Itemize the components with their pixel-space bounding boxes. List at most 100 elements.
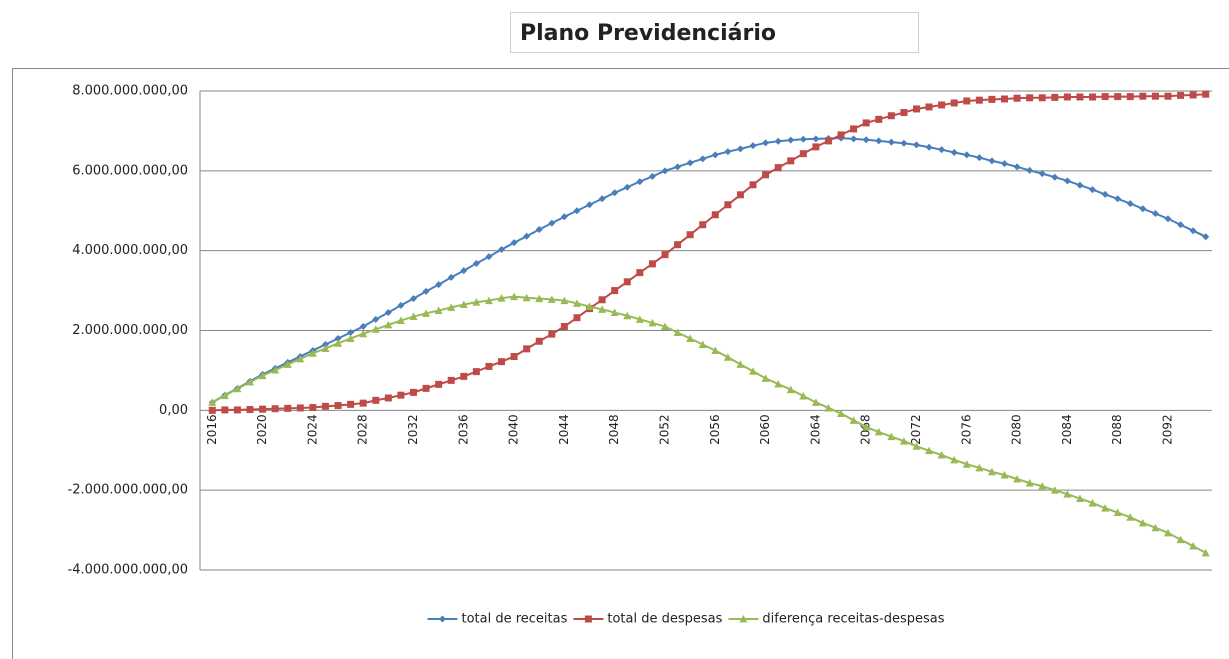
x-tick-label: 2024 (305, 414, 319, 445)
data-point (233, 384, 242, 393)
title-box (510, 12, 919, 53)
data-point (786, 385, 795, 394)
data-point (371, 325, 380, 333)
x-tick-label: 2076 (959, 414, 973, 445)
data-point (220, 391, 229, 400)
data-point (925, 103, 933, 111)
data-point (1151, 92, 1159, 100)
data-point (811, 398, 820, 406)
data-point (1202, 233, 1210, 241)
data-point (799, 150, 807, 158)
data-point (874, 427, 883, 436)
data-point (674, 241, 682, 249)
x-tick-label: 2028 (356, 414, 370, 445)
data-point (334, 402, 342, 410)
data-point (372, 396, 380, 404)
data-point (598, 195, 606, 203)
data-point (384, 320, 393, 329)
data-point (334, 339, 343, 347)
data-point (560, 323, 568, 331)
y-tick-label: 2.000.000.000,00 (72, 323, 188, 338)
data-point (435, 380, 443, 388)
data-point (987, 467, 996, 476)
data-point (1026, 166, 1034, 174)
data-point (623, 183, 631, 191)
data-point (925, 143, 933, 151)
data-point (1088, 498, 1097, 507)
data-point (459, 300, 468, 309)
data-point (498, 245, 506, 253)
data-point (308, 349, 317, 357)
data-point (636, 269, 644, 277)
data-point (460, 267, 468, 275)
data-point (1013, 163, 1021, 171)
data-point (661, 251, 669, 259)
legend-marker (584, 615, 592, 623)
data-point (372, 315, 380, 323)
x-tick-label: 2020 (255, 414, 269, 445)
legend-label: total de receitas (461, 612, 567, 627)
data-point (850, 135, 858, 143)
data-point (661, 167, 669, 175)
data-point (887, 432, 896, 441)
y-tick-label: 4.000.000.000,00 (72, 243, 188, 258)
data-point (799, 391, 808, 400)
data-point (1139, 205, 1147, 213)
data-point (1101, 504, 1110, 512)
data-point (1063, 93, 1071, 101)
data-point (409, 388, 417, 396)
data-point (975, 463, 984, 472)
data-point (548, 330, 556, 338)
chart-title: Plano Previdenciário (520, 21, 776, 46)
data-point (686, 159, 694, 167)
data-point (698, 340, 707, 348)
y-tick-label: -4.000.000.000,00 (68, 563, 188, 578)
data-point (711, 346, 720, 354)
data-point (1114, 195, 1122, 203)
data-point (787, 157, 795, 165)
data-point (862, 119, 870, 127)
data-point (862, 423, 871, 431)
series-line (211, 295, 1207, 554)
data-point (1163, 528, 1172, 537)
x-tick-label: 2016 (205, 414, 219, 445)
x-tick-label: 2072 (909, 414, 923, 445)
data-point (1076, 93, 1084, 101)
data-point (812, 135, 820, 143)
data-point (1177, 91, 1185, 99)
data-point (636, 178, 644, 186)
data-point (950, 148, 958, 156)
data-point (510, 239, 518, 247)
x-tick-label: 2056 (708, 414, 722, 445)
data-point (586, 201, 594, 209)
data-point (510, 292, 519, 301)
data-point (1101, 93, 1109, 101)
data-point (1113, 508, 1122, 517)
data-point (284, 404, 292, 412)
data-point (309, 404, 317, 412)
data-point (674, 163, 682, 171)
data-point (1177, 221, 1185, 229)
data-point (875, 115, 883, 123)
data-point (1051, 93, 1059, 101)
x-tick-label: 2084 (1060, 414, 1074, 445)
data-point (1202, 90, 1210, 98)
chart-border (12, 68, 1229, 659)
data-point (422, 287, 430, 295)
data-point (686, 231, 694, 239)
data-point (1038, 170, 1046, 178)
data-point (547, 295, 556, 303)
data-point (850, 125, 858, 133)
x-tick-label: 2040 (507, 414, 521, 445)
data-point (724, 148, 732, 156)
data-point (937, 451, 946, 459)
data-point (610, 308, 619, 317)
data-point (988, 157, 996, 165)
data-point (1038, 482, 1047, 490)
data-point (271, 405, 279, 413)
data-point (1101, 190, 1109, 198)
data-point (1025, 478, 1034, 487)
data-point (422, 309, 431, 317)
data-point (334, 334, 342, 342)
data-point (1000, 470, 1009, 479)
